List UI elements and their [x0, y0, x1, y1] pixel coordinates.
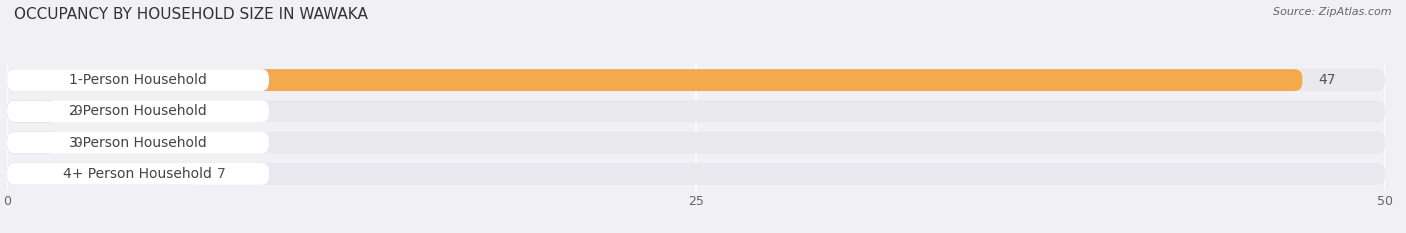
FancyBboxPatch shape	[7, 132, 56, 154]
Text: 0: 0	[73, 104, 82, 118]
Text: 2-Person Household: 2-Person Household	[69, 104, 207, 118]
FancyBboxPatch shape	[7, 69, 1302, 91]
FancyBboxPatch shape	[7, 132, 1385, 154]
FancyBboxPatch shape	[7, 69, 1385, 91]
FancyBboxPatch shape	[7, 100, 1385, 122]
Text: 47: 47	[1319, 73, 1336, 87]
FancyBboxPatch shape	[7, 69, 269, 91]
Text: OCCUPANCY BY HOUSEHOLD SIZE IN WAWAKA: OCCUPANCY BY HOUSEHOLD SIZE IN WAWAKA	[14, 7, 368, 22]
FancyBboxPatch shape	[7, 163, 200, 185]
FancyBboxPatch shape	[7, 100, 56, 122]
Text: Source: ZipAtlas.com: Source: ZipAtlas.com	[1274, 7, 1392, 17]
FancyBboxPatch shape	[7, 163, 1385, 185]
FancyBboxPatch shape	[7, 100, 269, 122]
Text: 7: 7	[217, 167, 225, 181]
FancyBboxPatch shape	[7, 132, 269, 154]
Text: 0: 0	[73, 136, 82, 150]
Text: 3-Person Household: 3-Person Household	[69, 136, 207, 150]
FancyBboxPatch shape	[7, 163, 269, 185]
Text: 4+ Person Household: 4+ Person Household	[63, 167, 212, 181]
Text: 1-Person Household: 1-Person Household	[69, 73, 207, 87]
